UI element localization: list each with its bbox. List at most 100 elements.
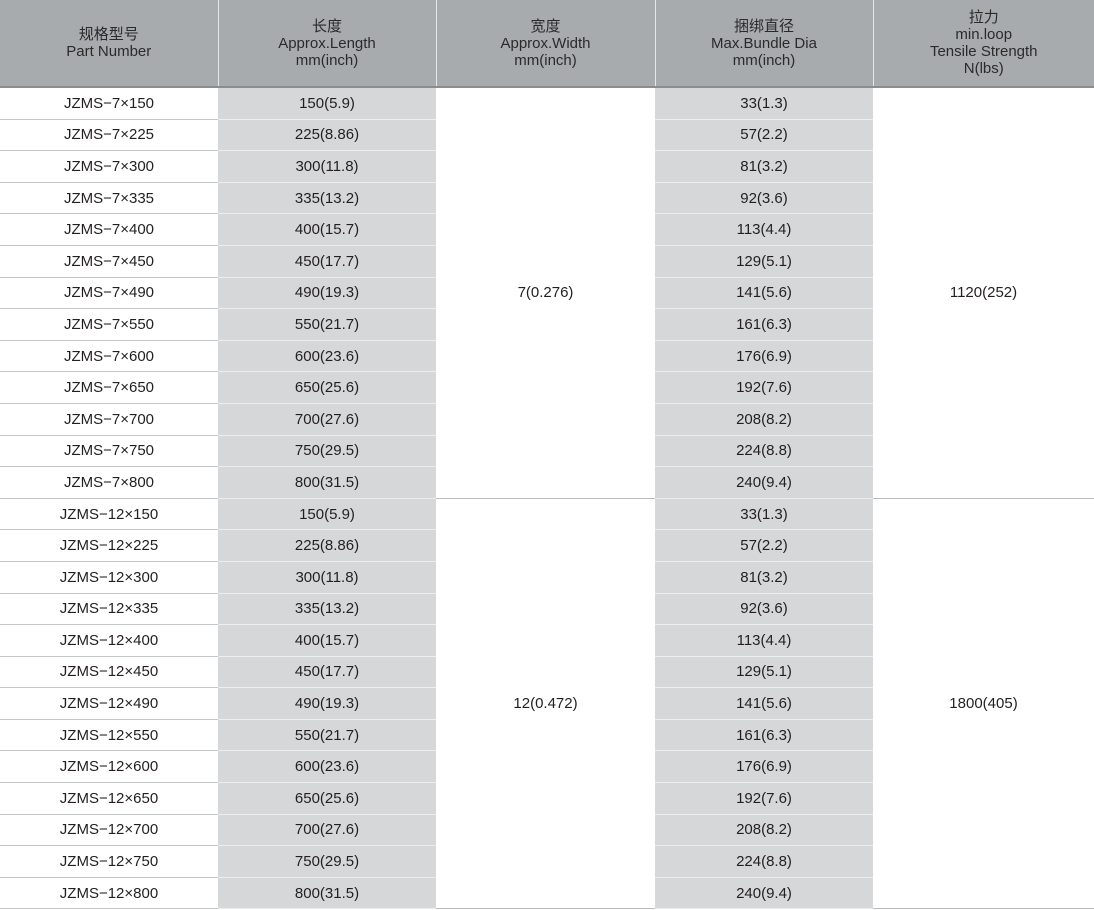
table-row: JZMS−12×300 300(11.8) 81(3.2) bbox=[0, 561, 1094, 594]
header-en: Max.Bundle Dia bbox=[711, 34, 817, 52]
header-en: Tensile Strength bbox=[929, 43, 1038, 60]
header-width: 宽度 Approx.Width mm(inch) bbox=[435, 0, 655, 88]
part-number-cell: JZMS−7×450 bbox=[0, 245, 218, 278]
part-number-cell: JZMS−12×550 bbox=[0, 719, 218, 752]
header-cn: 长度 bbox=[311, 17, 342, 35]
header-en: N(lbs) bbox=[963, 60, 1004, 77]
length-cell: 650(25.6) bbox=[218, 371, 436, 404]
table-row: JZMS−12×400 400(15.7) 113(4.4) bbox=[0, 624, 1094, 657]
length-cell: 400(15.7) bbox=[218, 213, 436, 246]
table-row: JZMS−7×550 550(21.7) 161(6.3) bbox=[0, 308, 1094, 341]
length-cell: 490(19.3) bbox=[218, 277, 436, 310]
table-row: JZMS−7×225 225(8.86) 57(2.2) bbox=[0, 119, 1094, 152]
table-row: JZMS−12×490 490(19.3) 141(5.6) bbox=[0, 687, 1094, 720]
bundle-dia-cell: 57(2.2) bbox=[655, 119, 873, 152]
length-cell: 750(29.5) bbox=[218, 845, 436, 878]
table-row: JZMS−7×600 600(23.6) 176(6.9) bbox=[0, 340, 1094, 373]
length-cell: 450(17.7) bbox=[218, 656, 436, 689]
bundle-dia-cell: 33(1.3) bbox=[655, 498, 873, 531]
part-number-cell: JZMS−7×490 bbox=[0, 277, 218, 310]
table-row: JZMS−7×490 490(19.3) 141(5.6) bbox=[0, 277, 1094, 310]
part-number-cell: JZMS−7×225 bbox=[0, 119, 218, 152]
bundle-dia-cell: 240(9.4) bbox=[655, 466, 873, 499]
bundle-dia-cell: 113(4.4) bbox=[655, 624, 873, 657]
header-cn: 宽度 bbox=[530, 17, 561, 35]
length-cell: 335(13.2) bbox=[218, 593, 436, 626]
table-row: JZMS−12×800 800(31.5) 240(9.4) bbox=[0, 877, 1094, 910]
header-bundle-dia: 捆绑直径 Max.Bundle Dia mm(inch) bbox=[654, 0, 873, 88]
length-cell: 225(8.86) bbox=[218, 529, 436, 562]
bundle-dia-cell: 192(7.6) bbox=[655, 371, 873, 404]
length-cell: 600(23.6) bbox=[218, 340, 436, 373]
table-row: JZMS−12×750 750(29.5) 224(8.8) bbox=[0, 845, 1094, 878]
part-number-cell: JZMS−7×300 bbox=[0, 150, 218, 183]
bundle-dia-cell: 81(3.2) bbox=[655, 150, 873, 183]
table-row: JZMS−7×750 750(29.5) 224(8.8) bbox=[0, 435, 1094, 468]
table-row: JZMS−7×335 335(13.2) 92(3.6) bbox=[0, 182, 1094, 215]
header-cn: 拉力 bbox=[968, 9, 999, 26]
part-number-cell: JZMS−7×550 bbox=[0, 308, 218, 341]
length-cell: 550(21.7) bbox=[218, 719, 436, 752]
length-cell: 750(29.5) bbox=[218, 435, 436, 468]
bundle-dia-cell: 224(8.8) bbox=[655, 845, 873, 878]
bundle-dia-cell: 161(6.3) bbox=[655, 719, 873, 752]
bundle-dia-cell: 141(5.6) bbox=[655, 687, 873, 720]
part-number-cell: JZMS−7×335 bbox=[0, 182, 218, 215]
width-cell: 7(0.276) bbox=[436, 87, 655, 499]
bundle-dia-cell: 92(3.6) bbox=[655, 593, 873, 626]
table-row: JZMS−12×650 650(25.6) 192(7.6) bbox=[0, 782, 1094, 815]
header-en: Approx.Width bbox=[500, 34, 591, 52]
table-row: JZMS−12×700 700(27.6) 208(8.2) bbox=[0, 814, 1094, 847]
bundle-dia-cell: 92(3.6) bbox=[655, 182, 873, 215]
header-en: Part Number bbox=[66, 43, 152, 60]
length-cell: 700(27.6) bbox=[218, 814, 436, 847]
table-row: JZMS−7×800 800(31.5) 240(9.4) bbox=[0, 466, 1094, 499]
bundle-dia-cell: 129(5.1) bbox=[655, 245, 873, 278]
bundle-dia-cell: 224(8.8) bbox=[655, 435, 873, 468]
header-en: mm(inch) bbox=[732, 51, 796, 69]
table-row: JZMS−12×150 150(5.9) 12(0.472) 33(1.3) 1800(… bbox=[0, 498, 1094, 910]
header-length: 长度 Approx.Length mm(inch) bbox=[217, 0, 436, 88]
tensile-cell: 1800(405) bbox=[873, 498, 1094, 910]
table-row: JZMS−7×650 650(25.6) 192(7.6) bbox=[0, 371, 1094, 404]
length-cell: 335(13.2) bbox=[218, 182, 436, 215]
length-cell: 550(21.7) bbox=[218, 308, 436, 341]
part-number-cell: JZMS−12×600 bbox=[0, 750, 218, 784]
bundle-dia-cell: 33(1.3) bbox=[655, 87, 873, 120]
part-number-cell: JZMS−12×650 bbox=[0, 782, 218, 815]
header-cn: 捆绑直径 bbox=[733, 17, 794, 35]
length-cell: 490(19.3) bbox=[218, 687, 436, 720]
part-number-cell: JZMS−12×400 bbox=[0, 624, 218, 657]
length-cell: 600(23.6) bbox=[218, 750, 436, 784]
length-cell: 800(31.5) bbox=[218, 877, 436, 910]
part-number-cell: JZMS−12×450 bbox=[0, 656, 218, 689]
bundle-dia-cell: 240(9.4) bbox=[655, 877, 873, 910]
part-number-cell: JZMS−12×800 bbox=[0, 877, 218, 910]
bundle-dia-cell: 192(7.6) bbox=[655, 782, 873, 815]
bundle-dia-cell: 141(5.6) bbox=[655, 277, 873, 310]
header-en: mm(inch) bbox=[295, 51, 359, 69]
table-row: JZMS−12×450 450(17.7) 129(5.1) bbox=[0, 656, 1094, 689]
length-cell: 700(27.6) bbox=[218, 403, 436, 436]
bundle-dia-cell: 208(8.2) bbox=[655, 814, 873, 847]
length-cell: 300(11.8) bbox=[218, 561, 436, 594]
part-number-cell: JZMS−12×490 bbox=[0, 687, 218, 720]
header-en: mm(inch) bbox=[514, 51, 577, 69]
part-number-cell: JZMS−7×750 bbox=[0, 435, 218, 468]
table-row: JZMS−7×300 300(11.8) 81(3.2) bbox=[0, 150, 1094, 183]
table-row: JZMS−12×600 600(23.6) 176(6.9) bbox=[0, 750, 1094, 784]
bundle-dia-cell: 176(6.9) bbox=[655, 750, 873, 784]
part-number-cell: JZMS−7×800 bbox=[0, 466, 218, 499]
bundle-dia-cell: 113(4.4) bbox=[655, 213, 873, 246]
length-cell: 450(17.7) bbox=[218, 245, 436, 278]
table-row: JZMS−7×450 450(17.7) 129(5.1) bbox=[0, 245, 1094, 278]
part-number-cell: JZMS−12×225 bbox=[0, 529, 218, 562]
part-number-cell: JZMS−7×150 bbox=[0, 87, 218, 120]
tensile-cell: 1120(252) bbox=[873, 87, 1094, 499]
table-row: JZMS−12×225 225(8.86) 57(2.2) bbox=[0, 529, 1094, 562]
bundle-dia-cell: 81(3.2) bbox=[655, 561, 873, 594]
header-part-number: 规格型号 Part Number bbox=[0, 0, 218, 88]
part-number-cell: JZMS−12×300 bbox=[0, 561, 218, 594]
bundle-dia-cell: 57(2.2) bbox=[655, 529, 873, 562]
length-cell: 150(5.9) bbox=[218, 498, 436, 531]
